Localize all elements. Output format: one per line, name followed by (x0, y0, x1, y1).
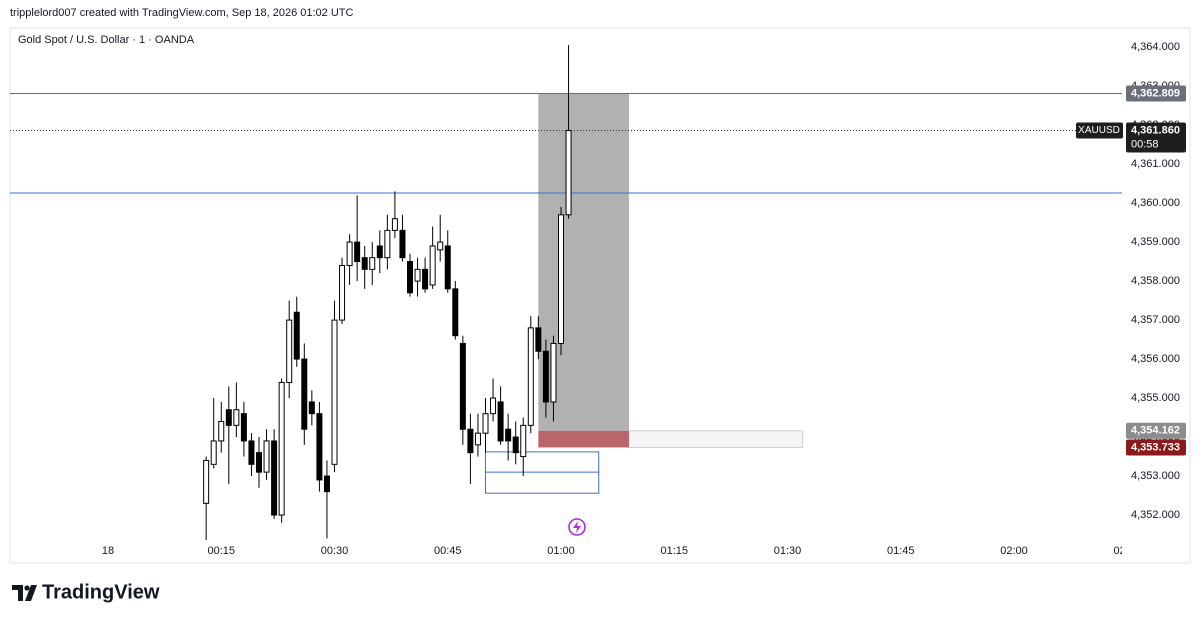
candle-body (399, 229, 406, 259)
candle-body (263, 440, 270, 473)
candle-body (391, 218, 398, 231)
candle-body (407, 261, 413, 294)
candle-body (422, 268, 429, 290)
candle-body (376, 245, 383, 259)
candle-body (527, 327, 534, 426)
x-tick-label: 02:15 (1113, 545, 1141, 557)
candle-body (384, 229, 391, 259)
candle-body (482, 413, 489, 434)
byline: tripplelord007 created with TradingView.… (10, 7, 354, 19)
candle-body (225, 409, 232, 426)
candle-body (459, 342, 466, 430)
candle-body (240, 413, 247, 442)
stop-price-label-box (1126, 439, 1186, 456)
candle-body (339, 264, 346, 321)
candle-body (542, 350, 549, 403)
x-tick-label: 01:45 (887, 545, 915, 557)
countdown: 00:58 (1131, 138, 1159, 150)
brand-name: TradingView (42, 581, 160, 603)
candle-body (550, 342, 557, 403)
candle-body (210, 440, 217, 465)
hline-price-label: 4,362.809 (1131, 87, 1180, 99)
y-tick-label: 4,355.000 (1131, 392, 1180, 404)
candle-body (369, 257, 376, 270)
x-tick-label: 00:30 (321, 545, 349, 557)
candle-body (293, 311, 300, 360)
x-tick-label: 01:15 (660, 545, 688, 557)
candle-body (452, 288, 459, 337)
x-tick-label: 00:45 (434, 545, 462, 557)
last-price-label-box (1126, 122, 1186, 153)
candle-body (203, 459, 210, 504)
y-tick-label: 4,357.000 (1131, 314, 1180, 326)
candle-body (256, 452, 262, 473)
stop-zone (538, 430, 629, 448)
candle-body (286, 319, 293, 383)
y-tick-label: 4,358.000 (1131, 275, 1180, 287)
y-tick-label: 4,360.000 (1131, 197, 1180, 209)
candle-body (308, 401, 315, 415)
candle-body (301, 358, 308, 430)
hline-price-label-box (1126, 85, 1186, 102)
candle-body (490, 397, 497, 415)
x-tick-label: 18 (102, 545, 114, 557)
plot-pane (10, 45, 1122, 540)
candle-body (512, 436, 519, 454)
candle-body (354, 241, 361, 263)
stop-price-label: 4,353.733 (1131, 441, 1180, 453)
candle-body (467, 428, 474, 454)
candle-body (248, 440, 255, 465)
price-axis: 4,352.0004,353.0004,354.0004,355.0004,35… (1076, 41, 1186, 521)
candle-body (331, 319, 338, 465)
candle-body (429, 245, 436, 286)
brand-logo: TradingView (12, 581, 160, 603)
entry-price-label: 4,354.162 (1131, 425, 1180, 437)
x-tick-label: 00:15 (207, 545, 235, 557)
candle-body (218, 420, 225, 442)
extension-zone (628, 430, 804, 448)
x-tick-label: 02:00 (1000, 545, 1028, 557)
candle-body (233, 409, 240, 426)
alert-icon (568, 518, 586, 536)
last-price-label: 4,361.860 (1131, 124, 1180, 136)
candle-body (565, 130, 572, 216)
candle-body (520, 424, 527, 458)
candle-body (361, 257, 368, 270)
candle-body (271, 440, 278, 516)
y-tick-label: 4,364.000 (1131, 41, 1180, 53)
candle-body (316, 413, 323, 481)
candle-body (505, 428, 512, 442)
candle-body (278, 381, 285, 516)
y-tick-label: 4,353.000 (1131, 470, 1180, 482)
x-tick-label: 01:00 (547, 545, 575, 557)
candle-body (414, 268, 421, 282)
time-axis: 18 00:15 00:30 00:45 01:00 01:15 01:30 01:45 02:… (102, 540, 1141, 557)
chart-title: Gold Spot / U.S. Dollar · 1 · OANDA (18, 34, 195, 46)
candle-body (497, 401, 504, 442)
entry-price-label-box (1126, 422, 1186, 439)
x-tick-label: 01:30 (774, 545, 802, 557)
candle-body (437, 241, 444, 251)
y-tick-label: 4,361.000 (1131, 158, 1180, 170)
y-tick-label: 4,356.000 (1131, 353, 1180, 365)
candle-body (535, 327, 542, 352)
candle-body (346, 241, 353, 266)
candle-body (444, 245, 451, 290)
candle-body (474, 432, 481, 446)
candle-body (323, 475, 330, 493)
chart-frame (9, 27, 1191, 564)
y-tick-label: 4,359.000 (1131, 236, 1180, 248)
candle-body (558, 214, 564, 344)
symbol-tag: XAUUSD (1078, 125, 1120, 136)
symbol-tag-box (1076, 122, 1123, 139)
y-tick-label: 4,352.000 (1131, 509, 1180, 521)
